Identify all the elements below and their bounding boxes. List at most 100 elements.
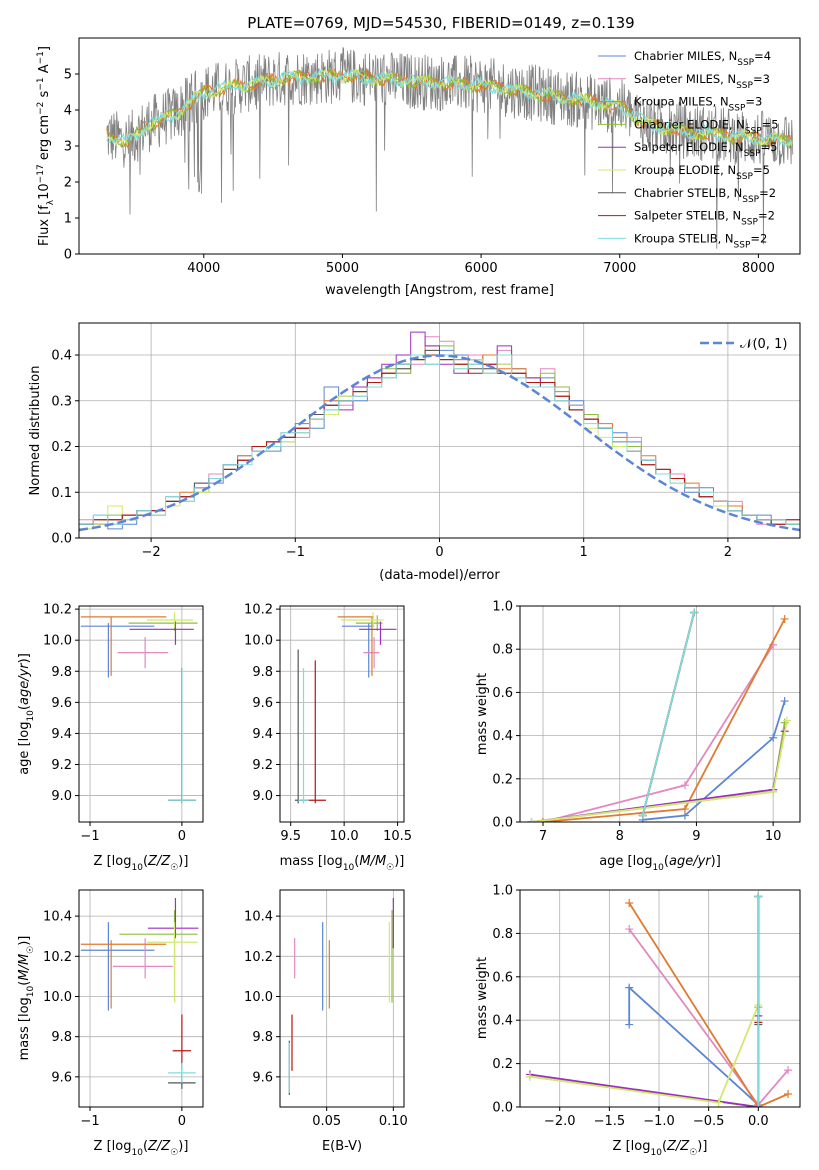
x-tick-label: 0 bbox=[435, 545, 443, 560]
y-tick-label: 10.4 bbox=[244, 910, 273, 925]
weight-marker-kroupa_elodie bbox=[714, 1098, 723, 1107]
y-tick-label: 3 bbox=[64, 140, 72, 155]
weight-marker-salpeter_miles bbox=[625, 925, 634, 934]
plot-area bbox=[80, 612, 198, 804]
legend-label: Chabrier STELIB, NSSP=2 bbox=[634, 186, 776, 205]
legend-label: Salpeter STELIB, NSSP=2 bbox=[634, 209, 775, 228]
y-tick-label: 10.2 bbox=[43, 950, 72, 965]
panel-weight-vs-age: 7 8 9 10 0.0 0.2 0.4 0.6 0.8 1.0 age [log10(age/yr… bbox=[475, 600, 801, 873]
legend-label: Salpeter MILES, NSSP=3 bbox=[634, 72, 770, 91]
x-axis-label: Z [log10(Z/Z☉)] bbox=[94, 1139, 189, 1158]
y-axis-label: Normed distribution bbox=[28, 366, 43, 496]
x-tick-label: −1.0 bbox=[643, 1114, 675, 1129]
plot-area bbox=[80, 898, 199, 1089]
y-tick-label: 0.0 bbox=[492, 816, 513, 831]
y-tick-label: 0.8 bbox=[492, 927, 513, 942]
y-tick-label: 9.4 bbox=[252, 727, 273, 742]
y-axis-label: mass weight bbox=[475, 673, 490, 755]
weight-marker-kroupa_elodie bbox=[527, 818, 536, 822]
weight-marker-chabrier_miles bbox=[780, 697, 789, 706]
x-tick-label: 7 bbox=[539, 829, 547, 844]
y-tick-label: 10.0 bbox=[244, 634, 273, 649]
y-tick-label: 9.6 bbox=[51, 696, 72, 711]
weight-marker-salpeter_miles bbox=[680, 781, 689, 790]
y-tick-label: 0.3 bbox=[51, 394, 72, 409]
weight-line-kroupa_stelib bbox=[641, 612, 695, 816]
y-tick-label: 9.6 bbox=[51, 1070, 72, 1085]
weight-marker-kroupa_elodie bbox=[769, 787, 778, 796]
legend-label: Kroupa ELODIE, NSSP=5 bbox=[634, 163, 770, 182]
weight-marker-chabrier_miles bbox=[769, 733, 778, 742]
x-tick-label: 0.0 bbox=[748, 1114, 769, 1129]
x-tick-label: 0.10 bbox=[379, 1114, 408, 1129]
legend-label: Salpeter ELODIE, NSSP=5 bbox=[634, 140, 777, 159]
weight-line-chabrier_miles bbox=[642, 700, 786, 821]
weight-marker-kroupa_miles bbox=[784, 1089, 793, 1098]
x-tick-label: 5000 bbox=[326, 261, 359, 276]
weight-marker-chabrier_miles bbox=[625, 1020, 634, 1029]
x-tick-label: 8 bbox=[616, 829, 624, 844]
plot-area bbox=[527, 608, 791, 822]
y-axis-label: Flux [fλ10−17 erg cm−2 s−1 A−1] bbox=[36, 46, 56, 246]
x-axis-label: E(B-V) bbox=[322, 1139, 362, 1154]
x-axis-label: (data-model)/error bbox=[379, 568, 500, 583]
y-tick-label: 9.8 bbox=[51, 1030, 72, 1045]
y-tick-label: 0.6 bbox=[492, 970, 513, 985]
panel-weight-vs-Z: −2.0 −1.5 −1.0 −0.5 0.0 0.0 0.2 0.4 0.6 0.8 1.0 Z [… bbox=[475, 884, 801, 1158]
weight-marker-kroupa_miles bbox=[625, 899, 634, 908]
y-tick-label: 10.0 bbox=[43, 990, 72, 1005]
x-tick-label: 10.0 bbox=[330, 829, 359, 844]
weight-marker-kroupa_miles bbox=[780, 614, 789, 623]
x-tick-label: 8000 bbox=[742, 261, 775, 276]
x-tick-label: 10 bbox=[765, 829, 782, 844]
weight-marker-kroupa_stelib bbox=[638, 811, 647, 820]
data-spectrum-line bbox=[106, 47, 794, 249]
figure-title: PLATE=0769, MJD=54530, FIBERID=0149, z=0… bbox=[247, 14, 634, 32]
x-tick-label: −2.0 bbox=[544, 1114, 576, 1129]
weight-marker-chabrier_miles bbox=[625, 983, 634, 992]
y-tick-label: 9.8 bbox=[252, 665, 273, 680]
x-tick-label: 0 bbox=[178, 829, 186, 844]
y-tick-label: 4 bbox=[64, 104, 72, 119]
axes-frame bbox=[78, 605, 204, 823]
weight-marker-kroupa_stelib bbox=[754, 1103, 763, 1107]
y-tick-label: 10.0 bbox=[244, 990, 273, 1005]
x-tick-label: −0.5 bbox=[693, 1114, 725, 1129]
plot-area bbox=[294, 612, 397, 804]
x-tick-label: 7000 bbox=[603, 261, 636, 276]
y-tick-label: 9.4 bbox=[51, 727, 72, 742]
x-tick-label: 0.05 bbox=[312, 1114, 341, 1129]
y-tick-label: 5 bbox=[64, 68, 72, 83]
y-tick-label: 0.2 bbox=[492, 1057, 513, 1072]
y-tick-label: 0.0 bbox=[51, 532, 72, 547]
x-tick-label: −1.5 bbox=[594, 1114, 626, 1129]
y-tick-label: 0.4 bbox=[492, 1014, 513, 1029]
plot-area bbox=[106, 47, 794, 249]
weight-line-chabrier_elodie bbox=[531, 722, 786, 822]
histogram-kroupa_stelib bbox=[79, 354, 800, 525]
y-tick-label: 9.6 bbox=[252, 696, 273, 711]
panel-residuals: −2 −1 0 1 2 0.0 0.1 0.2 0.3 0.4 𝒩(0, 1) (data-model… bbox=[28, 322, 801, 583]
axes-frame bbox=[519, 605, 801, 823]
y-tick-label: 9.8 bbox=[252, 1030, 273, 1045]
x-tick-label: 1 bbox=[580, 545, 588, 560]
panel-age-vs-mass: 9.5 10.0 10.5 9.0 9.2 9.4 9.6 9.8 10.0 10.2 mass [… bbox=[244, 603, 412, 873]
y-tick-label: 0.2 bbox=[492, 772, 513, 787]
x-tick-label: 2 bbox=[724, 545, 732, 560]
y-tick-label: 0.1 bbox=[51, 486, 72, 501]
legend-label: Chabrier MILES, NSSP=4 bbox=[634, 49, 771, 68]
x-tick-label: 9.5 bbox=[280, 829, 301, 844]
x-tick-label: 9 bbox=[692, 829, 700, 844]
y-tick-label: 0.6 bbox=[492, 686, 513, 701]
weight-line-salpeter_elodie bbox=[529, 1015, 760, 1107]
weight-marker-kroupa_stelib bbox=[690, 608, 699, 617]
y-tick-label: 10.2 bbox=[244, 950, 273, 965]
weight-marker-kroupa_elodie bbox=[525, 1072, 534, 1081]
x-tick-label: −1 bbox=[286, 545, 305, 560]
panel-age-vs-Z: −1 0 9.0 9.2 9.4 9.6 9.8 10.0 10.2 Z [log10(Z/Z☉)… bbox=[17, 603, 204, 873]
x-axis-label: wavelength [Angstrom, rest frame] bbox=[325, 283, 554, 298]
model-spectrum-kroupa_miles bbox=[106, 67, 793, 149]
y-tick-label: 0 bbox=[64, 248, 72, 263]
x-tick-label: −1 bbox=[80, 1114, 99, 1129]
